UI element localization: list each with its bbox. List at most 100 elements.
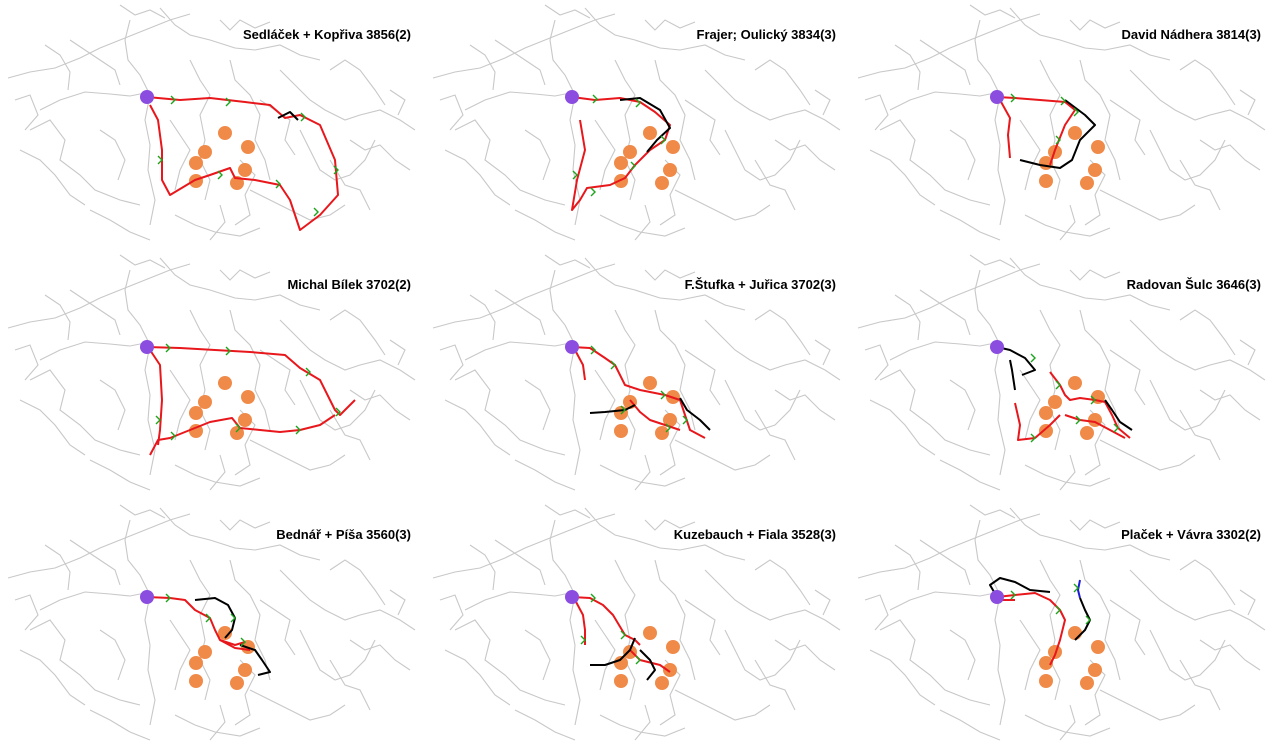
road-segment bbox=[1024, 464, 1111, 487]
direction-mark bbox=[665, 423, 671, 433]
start-node-marker bbox=[140, 590, 154, 604]
route-map-svg-2 bbox=[432, 4, 841, 241]
road-segment bbox=[939, 459, 1001, 491]
checkpoint-marker bbox=[238, 163, 252, 177]
road-segment bbox=[889, 341, 1001, 361]
road-segment bbox=[89, 209, 151, 241]
checkpoint-marker bbox=[218, 626, 232, 640]
road-segment bbox=[969, 254, 1016, 269]
road-segment bbox=[44, 44, 71, 91]
road-segment bbox=[349, 139, 411, 171]
road-segment bbox=[329, 659, 371, 711]
road-segment bbox=[549, 269, 581, 476]
road-network bbox=[7, 4, 416, 241]
road-segment bbox=[329, 559, 386, 606]
direction-mark bbox=[635, 655, 641, 665]
road-segment bbox=[19, 149, 86, 206]
direction-mark bbox=[335, 407, 341, 417]
checkpoint-marker bbox=[189, 424, 203, 438]
panel-title: F.Štufka + Juřica 3702(3) bbox=[684, 277, 836, 292]
route-segment bbox=[996, 346, 1036, 376]
road-segment bbox=[389, 339, 406, 366]
road-segment bbox=[514, 209, 576, 241]
road-segment bbox=[249, 189, 346, 221]
road-segment bbox=[494, 539, 546, 586]
start-node-marker bbox=[990, 90, 1004, 104]
road-segment bbox=[814, 589, 831, 616]
start-node-marker bbox=[565, 340, 579, 354]
road-segment bbox=[469, 44, 496, 91]
road-segment bbox=[454, 369, 566, 456]
road-segment bbox=[684, 349, 721, 406]
road-segment bbox=[189, 559, 211, 701]
direction-marks bbox=[1010, 93, 1079, 145]
panel-title: Radovan Šulc 3646(3) bbox=[1126, 277, 1261, 292]
road-segment bbox=[329, 159, 371, 211]
road-segment bbox=[634, 704, 651, 741]
checkpoint-marker bbox=[1039, 674, 1053, 688]
road-segment bbox=[544, 4, 591, 19]
direction-mark bbox=[170, 95, 176, 105]
road-segment bbox=[99, 129, 126, 181]
panel-title: David Nádhera 3814(3) bbox=[1121, 27, 1261, 42]
road-segment bbox=[7, 263, 191, 329]
road-segment bbox=[879, 619, 991, 706]
road-segment bbox=[229, 59, 271, 181]
road-segment bbox=[1109, 599, 1146, 656]
road-segment bbox=[684, 599, 721, 656]
road-segment bbox=[644, 19, 696, 31]
checkpoint-marker bbox=[1068, 126, 1082, 140]
road-segment bbox=[949, 129, 976, 181]
route-map-svg-5 bbox=[432, 254, 841, 491]
route-segment bbox=[619, 97, 671, 153]
start-node-marker bbox=[565, 590, 579, 604]
direction-mark bbox=[1075, 415, 1081, 425]
road-segment bbox=[464, 91, 576, 111]
road-segment bbox=[919, 39, 971, 86]
road-segment bbox=[1239, 589, 1256, 616]
road-segment bbox=[439, 344, 464, 381]
road-segment bbox=[1149, 629, 1226, 681]
road-segment bbox=[69, 539, 121, 586]
road-segment bbox=[1039, 559, 1061, 701]
checkpoint-marker bbox=[198, 395, 212, 409]
checkpoints bbox=[189, 376, 255, 440]
route-segment bbox=[239, 644, 271, 676]
direction-mark bbox=[1055, 605, 1061, 615]
road-segment bbox=[1039, 59, 1061, 201]
road-segment bbox=[249, 439, 346, 471]
checkpoint-marker bbox=[1039, 406, 1053, 420]
checkpoint-marker bbox=[1039, 424, 1053, 438]
checkpoint-marker bbox=[655, 176, 669, 190]
road-segment bbox=[159, 7, 321, 61]
checkpoint-marker bbox=[218, 376, 232, 390]
road-segment bbox=[939, 209, 1001, 241]
road-segment bbox=[724, 129, 801, 181]
road-segment bbox=[7, 513, 191, 579]
route-segment bbox=[1064, 414, 1126, 439]
road-segment bbox=[869, 149, 936, 206]
road-segment bbox=[949, 629, 976, 681]
route-segment bbox=[679, 397, 711, 431]
road-segment bbox=[814, 339, 831, 366]
road-segment bbox=[439, 594, 464, 631]
road-segment bbox=[1009, 507, 1171, 561]
road-segment bbox=[209, 454, 226, 491]
checkpoint-marker bbox=[614, 656, 628, 670]
road-segment bbox=[1069, 519, 1121, 531]
direction-mark bbox=[590, 593, 596, 603]
route bbox=[571, 96, 671, 211]
direction-mark bbox=[165, 343, 171, 353]
direction-mark bbox=[305, 367, 311, 377]
checkpoint-marker bbox=[230, 426, 244, 440]
road-segment bbox=[584, 507, 746, 561]
route-map-svg-3 bbox=[857, 4, 1266, 241]
start-node-marker bbox=[990, 340, 1004, 354]
direction-mark bbox=[1090, 395, 1096, 405]
checkpoint-marker bbox=[655, 426, 669, 440]
checkpoint-marker bbox=[1080, 676, 1094, 690]
road-segment bbox=[279, 569, 416, 631]
direction-mark bbox=[1055, 380, 1061, 390]
road-segment bbox=[464, 591, 576, 611]
road-segment bbox=[1019, 369, 1041, 441]
